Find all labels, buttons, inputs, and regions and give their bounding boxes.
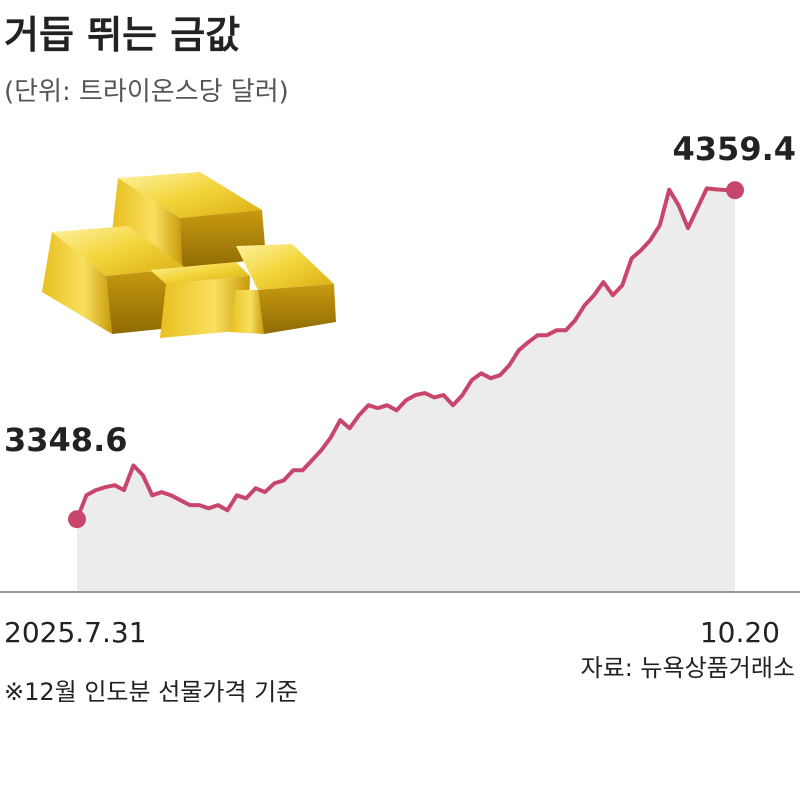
x-tick-label: 2025.7.31 [4, 616, 147, 649]
chart-title: 거듭 뛰는 금값 [4, 13, 240, 57]
note: ※12월 인도분 선물가격 기준 [4, 678, 298, 706]
gold-bars-illustration [42, 172, 336, 338]
data-label: 4359.4 [673, 130, 796, 168]
area [77, 188, 735, 592]
x-tick-label: 10.20 [700, 616, 780, 649]
data-label: 3348.6 [4, 421, 127, 459]
end-point [68, 510, 86, 529]
line [75, 186, 736, 520]
chart-subtitle: (단위: 트라이온스당 달러) [4, 77, 289, 107]
end-point [726, 181, 744, 200]
source: 자료: 뉴욕상품거래소 [581, 654, 795, 682]
